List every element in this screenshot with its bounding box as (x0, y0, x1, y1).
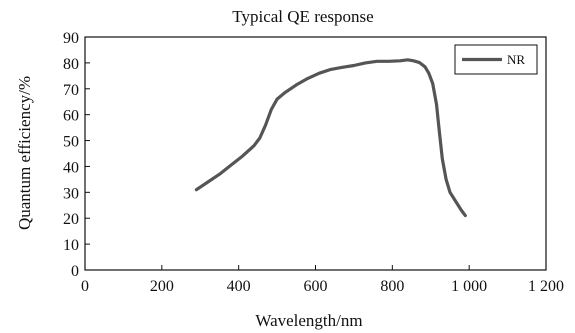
series-line-nr (194, 58, 467, 218)
x-tick-label: 0 (81, 278, 89, 295)
x-tick-label: 200 (150, 278, 174, 295)
y-tick-label: 0 (71, 263, 79, 280)
y-tick-label: 70 (63, 82, 79, 99)
y-axis-label-group: Quantum efficiency/% (15, 76, 34, 230)
x-tick-label: 1 200 (528, 278, 564, 295)
x-tick-label: 800 (380, 278, 404, 295)
x-tick-label: 600 (304, 278, 328, 295)
y-tick-label: 40 (63, 159, 79, 176)
y-tick-label: 30 (63, 185, 79, 202)
y-tick-label: 10 (63, 237, 79, 254)
x-ticks: 0 200 400 600 800 1 000 1 200 (81, 265, 564, 295)
y-tick-label: 50 (63, 134, 79, 151)
x-axis-label: Wavelength/nm (255, 311, 362, 330)
y-axis-label: Quantum efficiency/% (15, 76, 34, 230)
y-ticks: 0 10 20 30 40 50 60 70 80 90 (63, 30, 90, 280)
series-layer (194, 58, 467, 218)
x-tick-label: 1 000 (451, 278, 487, 295)
y-tick-label: 60 (63, 108, 79, 125)
y-tick-label: 20 (63, 211, 79, 228)
x-tick-label: 400 (227, 278, 251, 295)
y-tick-label: 80 (63, 56, 79, 73)
chart-title: Typical QE response (232, 7, 373, 26)
legend-label: NR (507, 52, 525, 67)
legend: NR (454, 44, 538, 75)
y-tick-label: 90 (63, 30, 79, 47)
